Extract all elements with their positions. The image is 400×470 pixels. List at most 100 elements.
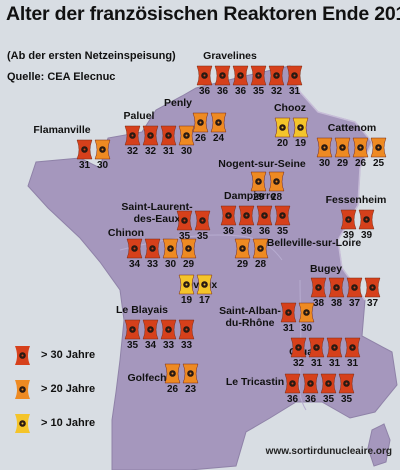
reactor-unit: 26 (352, 136, 369, 170)
reactor-age: 30 (164, 259, 177, 270)
reactor-unit: 31 (326, 336, 343, 370)
legend-label: > 10 Jahre (41, 417, 96, 429)
reactor-unit: 33 (160, 318, 177, 352)
reactor-age: 38 (330, 298, 343, 309)
reactor-icon-orange (15, 380, 30, 399)
reactor-age: 30 (300, 323, 313, 334)
legend-item-over10: > 10 Jahre (14, 412, 95, 434)
reactor-icon (370, 137, 387, 158)
reactor-age: 35 (252, 86, 265, 97)
reactor-icon (178, 319, 195, 340)
reactor-age: 35 (196, 231, 209, 242)
reactor-unit: 31 (308, 336, 325, 370)
reactor-icon (326, 337, 343, 358)
reactor-row: 38 38 37 37 (310, 276, 382, 310)
reactor-icon (94, 139, 111, 160)
reactor-unit: 29 (234, 237, 251, 271)
reactor-icon (346, 277, 363, 298)
reactor-row: 36 36 36 35 32 31 (196, 64, 304, 98)
reactor-row: 19 17 (178, 273, 214, 307)
reactor-row: 20 19 (274, 116, 310, 150)
reactor-unit: 29 (180, 237, 197, 271)
reactor-age: 37 (348, 298, 361, 309)
reactor-unit: 36 (196, 64, 213, 98)
reactor-age: 33 (180, 340, 193, 351)
reactor-age: 34 (144, 340, 157, 351)
reactor-icon (328, 277, 345, 298)
reactor-icon (180, 238, 197, 259)
reactor-age: 32 (126, 146, 139, 157)
reactor-age: 35 (178, 231, 191, 242)
reactor-unit: 38 (310, 276, 327, 310)
reactor-unit: 37 (346, 276, 363, 310)
site-label-line: Saint-Laurent- (121, 201, 193, 213)
reactor-icon (340, 209, 357, 230)
site-label: Gravelines (203, 50, 257, 62)
site-label: Belleville-sur-Loire (266, 237, 362, 249)
reactor-age: 31 (288, 86, 301, 97)
reactor-icon (238, 205, 255, 226)
reactor-icon (344, 337, 361, 358)
reactor-unit: 36 (232, 64, 249, 98)
site-label: Flamanville (33, 124, 91, 136)
reactor-age: 32 (144, 146, 157, 157)
reactor-unit: 39 (340, 208, 357, 242)
reactor-icon (220, 205, 237, 226)
reactor-unit: 36 (238, 204, 255, 238)
reactor-unit: 34 (142, 318, 159, 352)
reactor-row: 36 36 35 35 (284, 372, 356, 406)
reactor-unit: 38 (328, 276, 345, 310)
reactor-age: 36 (222, 226, 235, 237)
corsica-island (367, 423, 391, 467)
reactor-row: 26 24 (192, 111, 228, 145)
legend-item-over30: > 30 Jahre (14, 344, 95, 366)
reactor-unit: 30 (162, 237, 179, 271)
reactor-age: 17 (198, 295, 211, 306)
reactor-unit: 35 (274, 204, 291, 238)
reactor-icon (176, 210, 193, 231)
reactor-row: 31 30 (76, 138, 112, 172)
reactor-age: 29 (236, 259, 249, 270)
reactor-icon (210, 112, 227, 133)
reactor-row: 32 31 31 31 (290, 336, 362, 370)
reactor-age: 31 (162, 146, 175, 157)
reactor-unit: 35 (338, 372, 355, 406)
reactor-unit: 31 (286, 64, 303, 98)
reactor-icon-red (15, 346, 30, 365)
reactor-unit: 30 (298, 301, 315, 335)
reactor-row: 29 28 (234, 237, 270, 271)
reactor-age: 30 (96, 160, 109, 171)
reactor-icon (256, 205, 273, 226)
site-label: Cattenom (327, 122, 377, 134)
reactor-icon (124, 319, 141, 340)
reactor-age: 36 (286, 394, 299, 405)
reactor-unit: 35 (320, 372, 337, 406)
reactor-icon (160, 125, 177, 146)
reactor-age: 31 (282, 323, 295, 334)
reactor-row: 35 35 (176, 209, 212, 243)
reactor-age: 29 (336, 158, 349, 169)
reactor-icon (334, 137, 351, 158)
reactor-icon (286, 65, 303, 86)
reactor-age: 36 (240, 226, 253, 237)
reactor-icon (280, 302, 297, 323)
reactor-icon (284, 373, 301, 394)
site-label: Saint-Laurent-des-Eaux (121, 201, 192, 225)
reactor-row: 34 33 30 29 (126, 237, 198, 271)
reactor-row: 31 30 (280, 301, 316, 335)
reactor-icon (182, 363, 199, 384)
reactor-unit: 19 (178, 273, 195, 307)
reactor-icon (250, 65, 267, 86)
reactor-row: 30 29 26 25 (316, 136, 388, 170)
reactor-age: 37 (366, 298, 379, 309)
reactor-age: 35 (322, 394, 335, 405)
legend-item-over20: > 20 Jahre (14, 378, 95, 400)
reactor-row: 32 32 31 30 (124, 124, 196, 158)
reactor-unit: 33 (144, 237, 161, 271)
source-label: Quelle: CEA Elecnuc (7, 71, 116, 83)
reactor-icon (308, 337, 325, 358)
reactor-age: 28 (254, 259, 267, 270)
reactor-unit: 32 (142, 124, 159, 158)
reactor-icon (302, 373, 319, 394)
reactor-row: 29 28 (250, 170, 286, 204)
